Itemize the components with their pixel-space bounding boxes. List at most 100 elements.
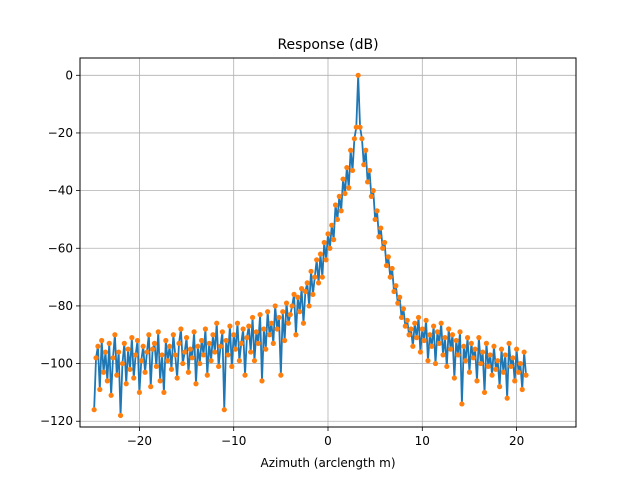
data-point [104,378,110,384]
data-point [453,337,459,344]
data-point [289,303,295,309]
data-point [272,303,278,309]
data-point [434,329,440,335]
data-point [349,167,356,174]
data-point [408,326,414,332]
data-point [444,363,450,370]
data-point [291,291,297,297]
data-point [231,332,237,338]
data-point [144,349,150,355]
y-tick-label: −80 [48,299,73,313]
data-point [238,340,244,346]
data-point [93,355,99,361]
data-point [100,369,107,375]
data-point [157,378,163,384]
data-point [331,237,337,243]
data-point [519,386,525,393]
x-tick-label: −20 [127,434,152,448]
data-point [308,268,314,274]
data-point [312,274,318,280]
data-point [270,340,276,346]
data-point [370,188,376,194]
data-point [148,384,154,390]
data-point [464,335,471,341]
data-point [334,216,341,223]
data-point [91,407,97,413]
data-point [121,340,127,346]
data-point [106,340,112,346]
series-layer [91,72,529,419]
data-point [266,332,273,338]
data-point [338,208,344,214]
data-point [242,372,248,378]
data-point [216,363,222,370]
data-point [240,326,246,332]
data-point [457,329,463,335]
data-point [253,329,259,335]
data-point [513,346,520,352]
y-tick-label: −20 [48,126,73,140]
data-point [223,337,229,344]
data-point [189,355,195,361]
data-point [297,309,303,315]
data-point [306,303,312,309]
data-point [512,378,518,384]
data-point [342,190,348,197]
data-point [397,294,403,300]
data-point [319,274,325,280]
data-point [299,286,305,292]
data-point [389,265,395,272]
data-point [487,352,493,358]
data-point [366,167,373,174]
data-point [455,352,461,358]
data-point [127,366,133,372]
data-point [391,288,397,295]
data-point [427,332,433,338]
data-point [393,283,399,289]
data-point [221,407,227,413]
data-point [470,355,476,361]
data-point [466,369,473,375]
data-point [463,358,469,364]
data-point [474,378,480,384]
data-point [438,320,444,326]
data-point [259,378,265,384]
data-point [249,314,256,321]
data-point [446,326,452,332]
x-tick-label: 20 [509,434,524,448]
data-point [495,358,501,364]
data-point [365,179,371,185]
data-point [125,346,131,352]
data-point [225,352,231,358]
data-point [508,363,514,370]
data-point [415,314,422,321]
x-axis-label: Azimuth (arclength m) [261,456,396,470]
data-point [340,176,346,182]
data-point [461,343,467,349]
data-point [276,314,282,321]
data-point [176,340,182,346]
data-point [380,245,386,251]
data-point [133,352,139,358]
x-tick-label: 0 [324,434,332,448]
data-point [102,349,109,355]
data-point [214,320,220,326]
data-point [412,320,418,326]
x-tick-label: −10 [221,434,246,448]
data-point [383,262,390,269]
series-line [93,74,527,417]
data-point [372,216,378,223]
data-point [268,320,275,326]
data-point [204,372,210,378]
data-point [491,343,497,349]
data-point [112,332,118,338]
data-point [451,375,457,381]
data-point [117,412,124,419]
data-point [174,375,180,381]
data-point [376,234,382,240]
data-point [208,358,214,364]
data-point [344,164,350,171]
data-point [447,346,454,352]
data-point [368,193,374,199]
data-point [227,323,233,329]
